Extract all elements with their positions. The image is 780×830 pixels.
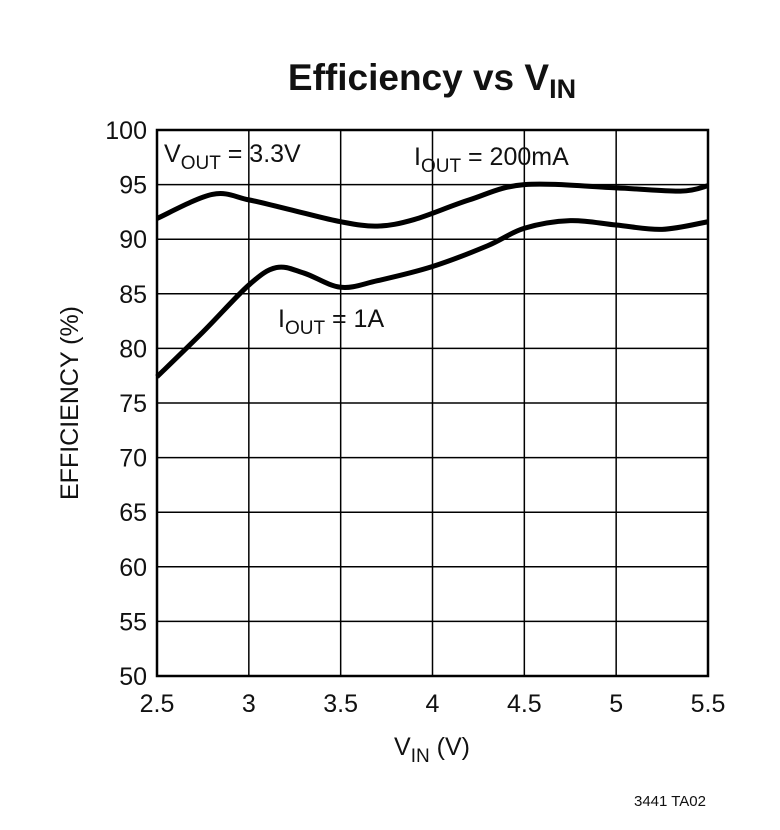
y-tick-label: 50	[119, 663, 147, 691]
series-line-1	[155, 218, 709, 379]
y-tick-label: 85	[119, 281, 147, 309]
x-tick-label: 4.5	[507, 690, 542, 718]
y-tick-labels: 100 95 90 85 80 75 70 65 60 55 50	[105, 117, 147, 691]
chart-title: Efficiency vs VIN	[288, 57, 576, 104]
x-axis-label: VIN (V)	[394, 733, 470, 767]
y-tick-label: 70	[119, 445, 147, 473]
x-tick-label: 2.5	[140, 690, 175, 718]
x-tick-label: 3.5	[323, 690, 358, 718]
curves	[155, 181, 709, 379]
x-tick-label: 5	[609, 690, 623, 718]
y-axis-label: EFFICIENCY (%)	[56, 306, 84, 500]
y-tick-label: 60	[119, 554, 147, 582]
annotation-iout-200ma: IOUT = 200mA	[414, 143, 569, 177]
y-tick-label: 75	[119, 390, 147, 418]
y-tick-label: 90	[119, 226, 147, 254]
footnote: 3441 TA02	[634, 793, 706, 810]
x-tick-labels: 2.5 3 3.5 4 4.5 5 5.5	[140, 690, 726, 718]
x-tick-label: 3	[242, 690, 256, 718]
y-tick-label: 95	[119, 172, 147, 200]
y-tick-label: 80	[119, 335, 147, 363]
y-tick-label: 55	[119, 608, 147, 636]
y-tick-label: 65	[119, 499, 147, 527]
x-tick-label: 4	[426, 690, 440, 718]
y-tick-label: 100	[105, 117, 147, 145]
x-tick-label: 5.5	[691, 690, 726, 718]
plot-frame	[155, 128, 710, 678]
annotation-vout: VOUT = 3.3V	[164, 140, 301, 174]
annotation-iout-1a: IOUT = 1A	[278, 305, 384, 339]
series-line-0	[155, 181, 709, 229]
